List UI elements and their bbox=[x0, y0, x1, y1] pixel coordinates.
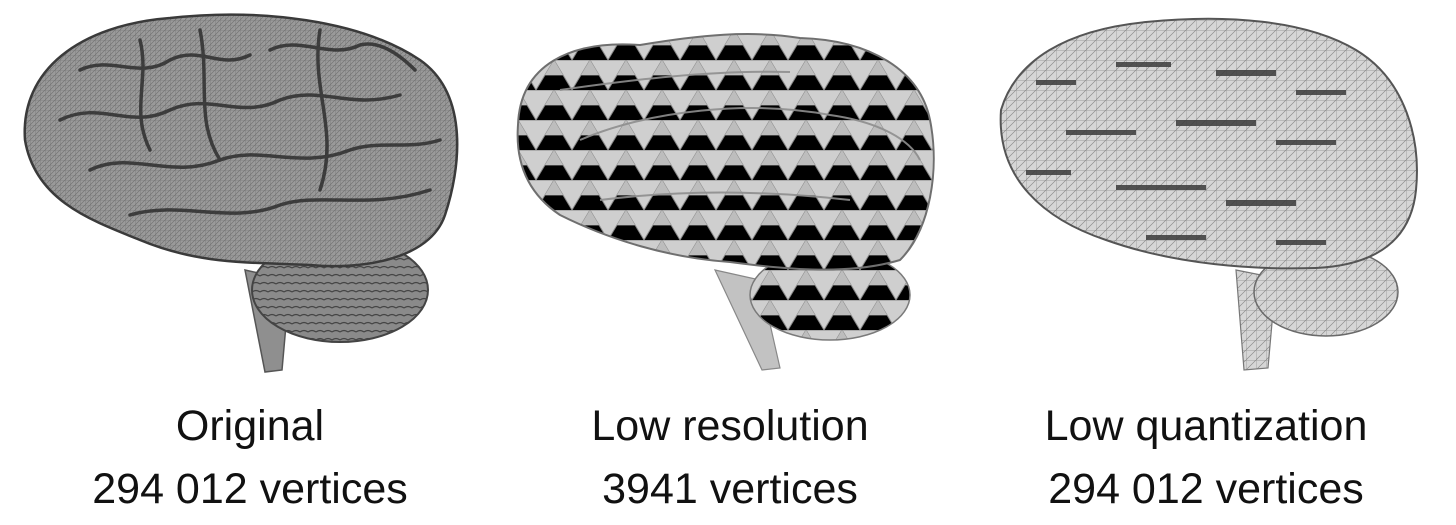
caption-vertex-count: 3941 vertices bbox=[602, 465, 858, 513]
brain-low-resolution-image bbox=[516, 33, 935, 371]
brain-original-image bbox=[23, 13, 459, 373]
brain-low-quantization-image bbox=[999, 17, 1418, 371]
caption-title: Low resolution bbox=[591, 402, 869, 450]
panel-low-resolution: Low resolution 3941 vertices bbox=[500, 0, 960, 525]
caption-vertex-count: 294 012 vertices bbox=[1048, 465, 1364, 513]
caption-vertex-count: 294 012 vertices bbox=[92, 465, 408, 513]
caption-title: Original bbox=[175, 402, 325, 450]
panel-original: Original 294 012 vertices bbox=[20, 0, 480, 525]
panel-low-quantization: Low quantization 294 012 vertices bbox=[976, 0, 1436, 525]
caption-title: Low quantization bbox=[1044, 402, 1368, 450]
